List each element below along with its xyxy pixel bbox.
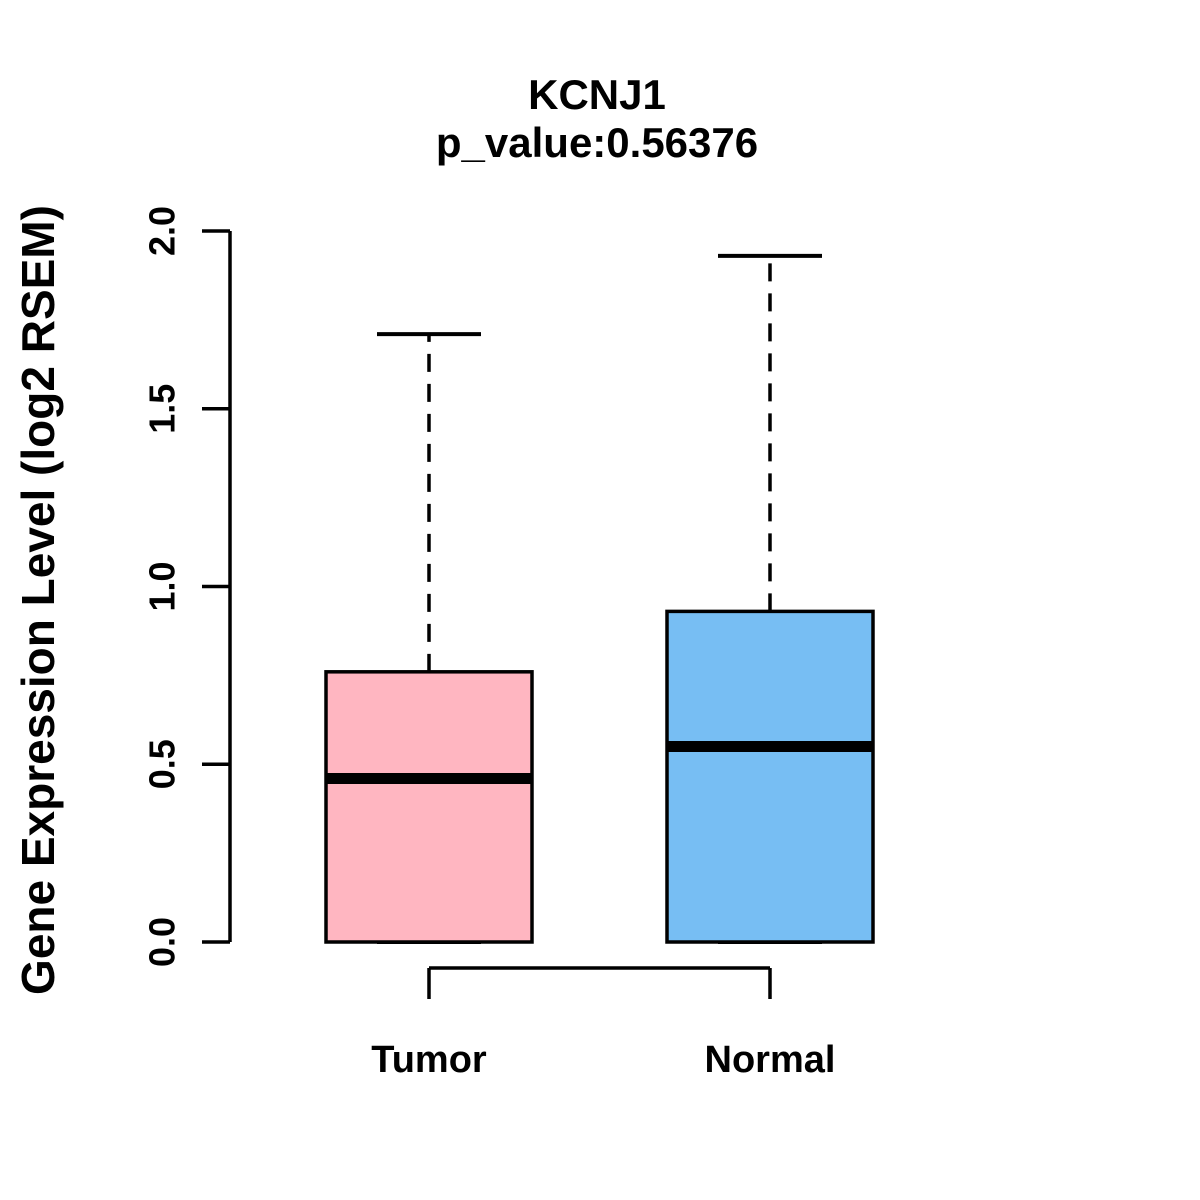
y-tick-label: 0.5: [142, 739, 183, 789]
x-label-normal: Normal: [705, 1039, 836, 1081]
y-tick-label: 0.0: [142, 917, 183, 967]
boxplot-normal: [665, 253, 875, 944]
y-axis: 0.0 0.5 1.0 1.5 2.0: [142, 206, 232, 967]
iqr-box: [665, 609, 875, 944]
boxplot-tumor: [324, 332, 534, 944]
x-axis-labels: Tumor Normal: [371, 1039, 835, 1081]
y-tick-label: 1.5: [142, 384, 183, 434]
iqr-box: [324, 670, 534, 944]
title-block: KCNJ1 p_value:0.56376: [0, 72, 1194, 168]
chart-subtitle: p_value:0.56376: [435, 119, 759, 166]
y-tick-label: 2.0: [142, 206, 183, 256]
chart-title: KCNJ1: [528, 71, 666, 118]
boxplot-boxes: [324, 253, 875, 944]
x-axis-bracket: [427, 966, 772, 999]
x-label-tumor: Tumor: [371, 1039, 487, 1081]
y-tick-label: 1.0: [142, 561, 183, 611]
